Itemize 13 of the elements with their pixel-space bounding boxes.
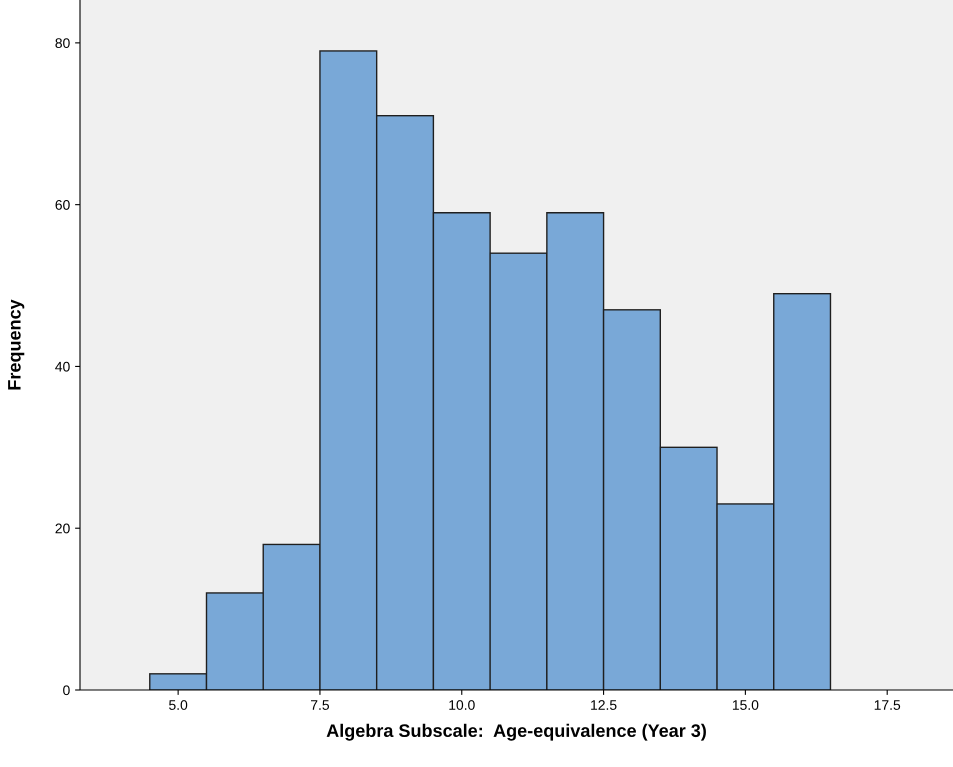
y-tick-label: 0 <box>63 685 70 696</box>
x-tick-label: 15.0 <box>732 700 758 710</box>
y-tick-label: 80 <box>55 38 70 48</box>
y-tick-label: 60 <box>56 200 70 210</box>
x-tick-label: 7.5 <box>311 700 330 710</box>
y-tick-label: 20 <box>56 524 70 534</box>
x-tick-label: 17.5 <box>874 700 900 710</box>
y-tick-label: 40 <box>55 362 70 372</box>
x-tick-label: 10.0 <box>449 700 475 710</box>
x-axis-title: Algebra Subscale: Age-equivalence (Year 3) <box>326 724 706 741</box>
x-tick-label: 5.0 <box>169 700 188 710</box>
y-axis-title: Frequency <box>8 299 24 390</box>
x-tick-label: 12.5 <box>591 700 617 710</box>
